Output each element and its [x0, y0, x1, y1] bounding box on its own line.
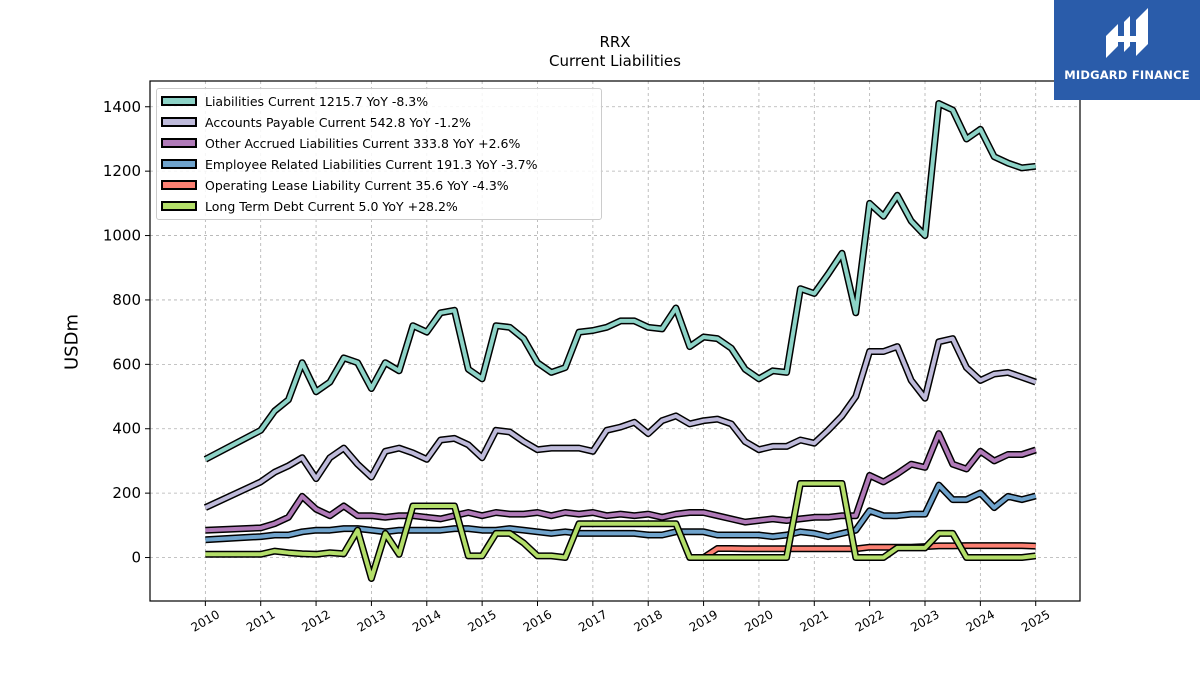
- x-tick-label: 2011: [244, 607, 277, 634]
- x-tick-label: 2023: [908, 607, 941, 634]
- legend-label: Employee Related Liabilities Current 191…: [205, 156, 538, 172]
- series-line: [702, 543, 1036, 560]
- legend-swatch: [161, 96, 197, 106]
- series-line: [205, 431, 1037, 533]
- legend-swatch: [161, 201, 197, 211]
- x-tick-label: 2022: [853, 607, 886, 634]
- x-tick-label: 2019: [687, 607, 720, 634]
- x-tick-label: 2025: [1019, 607, 1052, 634]
- series-1: [203, 335, 1037, 511]
- series-line: [205, 481, 1036, 581]
- legend-item: Accounts Payable Current 542.8 YoY -1.2%: [161, 113, 471, 131]
- legend-swatch: [161, 138, 197, 148]
- series-3: [205, 481, 1037, 544]
- legend-label: Liabilities Current 1215.7 YoY -8.3%: [205, 93, 429, 109]
- legend-label: Long Term Debt Current 5.0 YoY +28.2%: [205, 198, 458, 214]
- y-axis-ticks: 0 200 400 600 800 1000 1200 1400: [103, 98, 150, 567]
- legend-label: Operating Lease Liability Current 35.6 Y…: [205, 177, 509, 193]
- series-lines: [203, 100, 1037, 582]
- x-tick-label: 2013: [355, 607, 388, 634]
- x-tick-label: 2017: [576, 607, 609, 634]
- legend-label: Accounts Payable Current 542.8 YoY -1.2%: [205, 114, 471, 130]
- brand-logo: MIDGARD FINANCE: [1054, 0, 1200, 100]
- y-tick-label: 600: [112, 355, 141, 373]
- series-line: [205, 483, 1037, 542]
- x-tick-label: 2012: [299, 607, 332, 634]
- legend-item: Employee Related Liabilities Current 191…: [161, 155, 538, 173]
- x-axis-ticks: 2010 2011 2012 2013 2014 2015 2016 2017 2018 2019…: [189, 601, 1052, 635]
- y-tick-label: 800: [112, 291, 141, 309]
- legend-item: Other Accrued Liabilities Current 333.8 …: [161, 134, 520, 152]
- x-tick-label: 2010: [189, 607, 222, 634]
- y-tick-label: 200: [112, 484, 141, 502]
- chart-subtitle: Current Liabilities: [549, 52, 681, 70]
- x-tick-label: 2015: [465, 607, 498, 634]
- x-tick-label: 2018: [631, 607, 664, 634]
- legend-swatch: [161, 117, 197, 127]
- y-tick-label: 1400: [103, 98, 141, 116]
- series-4: [701, 542, 1036, 561]
- y-tick-label: 0: [131, 549, 141, 567]
- legend-item: Operating Lease Liability Current 35.6 Y…: [161, 176, 509, 194]
- x-tick-label: 2020: [742, 607, 775, 634]
- series-2: [205, 430, 1037, 534]
- chart-title: RRX: [599, 33, 631, 51]
- x-tick-label: 2024: [964, 607, 997, 634]
- series-line: [204, 336, 1037, 510]
- y-tick-label: 1200: [103, 162, 141, 180]
- legend-label: Other Accrued Liabilities Current 333.8 …: [205, 135, 521, 151]
- legend-item: Long Term Debt Current 5.0 YoY +28.2%: [161, 197, 458, 215]
- series-0: [203, 100, 1037, 463]
- legend-item: Liabilities Current 1215.7 YoY -8.3%: [161, 92, 428, 110]
- y-tick-label: 400: [112, 420, 141, 438]
- series-5: [205, 480, 1037, 582]
- legend-swatch: [161, 180, 197, 190]
- y-axis-label: USDm: [61, 314, 83, 370]
- series-line: [204, 101, 1036, 462]
- x-tick-label: 2021: [798, 607, 831, 634]
- logo-mark-icon: [1106, 8, 1148, 58]
- legend: Liabilities Current 1215.7 YoY -8.3% Acc…: [156, 88, 602, 220]
- x-tick-label: 2014: [410, 607, 443, 634]
- plot-frame: [149, 80, 1081, 602]
- y-tick-label: 1000: [103, 227, 141, 245]
- logo-text: MIDGARD FINANCE: [1064, 68, 1190, 82]
- legend-swatch: [161, 159, 197, 169]
- x-tick-label: 2016: [521, 607, 554, 634]
